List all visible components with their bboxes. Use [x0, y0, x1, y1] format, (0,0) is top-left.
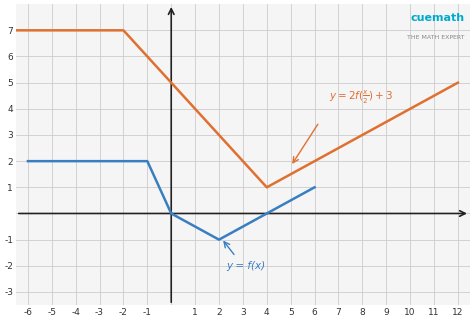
Text: y = f(x): y = f(x) — [226, 261, 265, 271]
Text: cuemath: cuemath — [410, 13, 465, 23]
Text: THE MATH EXPERT: THE MATH EXPERT — [407, 35, 465, 40]
Text: $y = 2f(\frac{x}{2}) + 3$: $y = 2f(\frac{x}{2}) + 3$ — [329, 89, 393, 106]
